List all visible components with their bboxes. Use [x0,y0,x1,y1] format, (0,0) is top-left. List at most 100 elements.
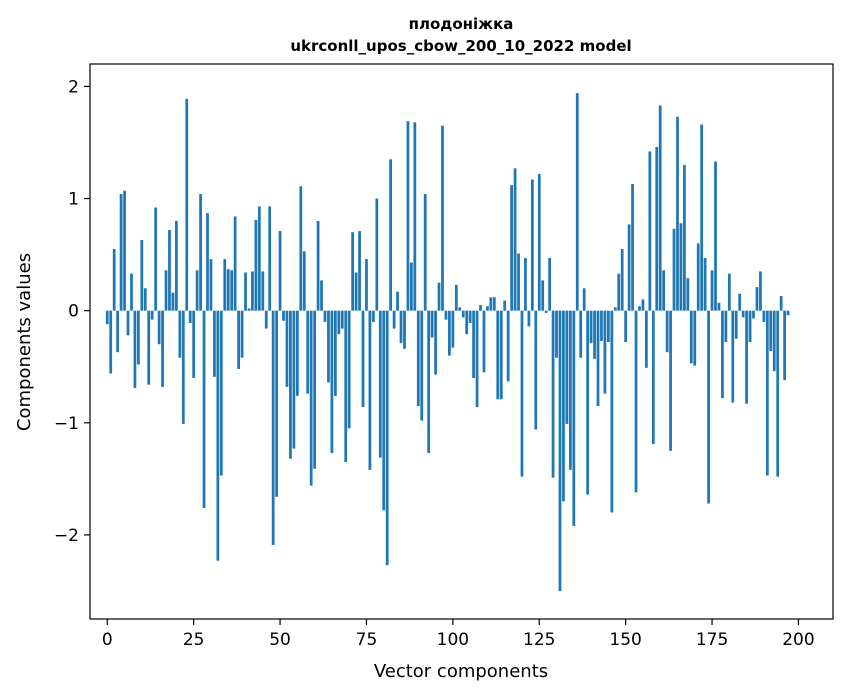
bar [759,271,762,311]
bar [344,310,348,463]
bar [216,310,220,561]
bar [499,310,503,400]
bar [185,98,189,311]
bar [689,310,693,364]
bar [676,116,679,311]
bar [240,310,244,358]
bar [299,186,303,311]
bar [717,302,721,311]
bar [247,308,251,311]
bar [613,307,617,311]
bar [437,282,441,311]
bar [624,310,628,343]
bar [734,310,738,339]
bar [451,310,455,348]
bar [627,224,631,311]
bar [413,122,417,311]
bar [486,306,489,311]
bar [679,223,683,311]
bar [347,310,351,429]
bar [430,310,434,338]
bar [416,310,420,406]
bar [292,310,296,449]
bar [264,310,268,329]
bar [530,179,534,311]
y-axis-label: Components values [14,253,35,431]
bar [448,310,451,356]
bar [382,310,386,511]
bar [665,310,669,353]
bar [727,273,731,311]
bar [655,146,659,311]
bar [683,164,686,311]
bar [555,310,558,358]
bar [306,310,310,394]
bar [669,310,672,451]
bar [244,272,247,311]
bar [510,185,513,311]
bar [513,168,517,311]
bar [693,310,697,366]
bar [206,213,209,311]
x-axis: 0 25 50 75 100 125 150 175 200 [102,619,815,650]
bar [195,270,199,311]
bar [786,310,790,316]
bar [423,194,427,311]
x-tick-label: 50 [269,630,291,650]
bar [472,310,475,378]
bar [745,310,748,404]
bar [399,310,403,344]
bar [327,310,330,383]
bar [230,270,234,311]
bar [233,216,237,311]
bar [610,310,614,513]
bar [544,310,548,313]
bar [721,310,724,399]
bar [779,296,783,311]
bar [333,310,337,396]
bar [123,190,126,311]
x-axis-label: Vector components [374,661,548,682]
bar [468,310,472,323]
bar [434,310,437,375]
bar [465,310,469,335]
bar [140,240,144,311]
bar [351,232,355,311]
bar [748,310,752,343]
y-tick-label: 1 [68,190,79,210]
bar [772,310,776,372]
y-tick-label: 0 [68,302,79,322]
bar [724,310,728,343]
bar [143,288,147,311]
bar [396,291,399,311]
bar [783,310,786,381]
bar [738,293,742,311]
bar [375,198,379,311]
chart-title: плодоніжка [409,15,514,33]
bar [700,124,704,311]
bar [620,249,624,311]
bar [392,310,396,329]
bar [275,310,278,497]
bar [648,151,652,311]
bar [410,262,413,311]
bar [686,278,690,311]
bar [261,271,265,311]
bar [441,125,444,311]
y-tick-label: −1 [54,414,79,434]
bar [617,273,621,311]
x-tick-label: 25 [183,630,205,650]
bar [703,257,707,311]
bar [295,310,299,396]
bar [634,310,638,493]
bar [147,310,151,385]
bar [213,310,216,377]
y-axis: −2 −1 0 1 2 [54,77,90,546]
bar [458,307,462,311]
bar [479,305,482,311]
bar [161,310,164,387]
bar [548,257,551,311]
bar [188,310,192,323]
bar [389,159,393,311]
